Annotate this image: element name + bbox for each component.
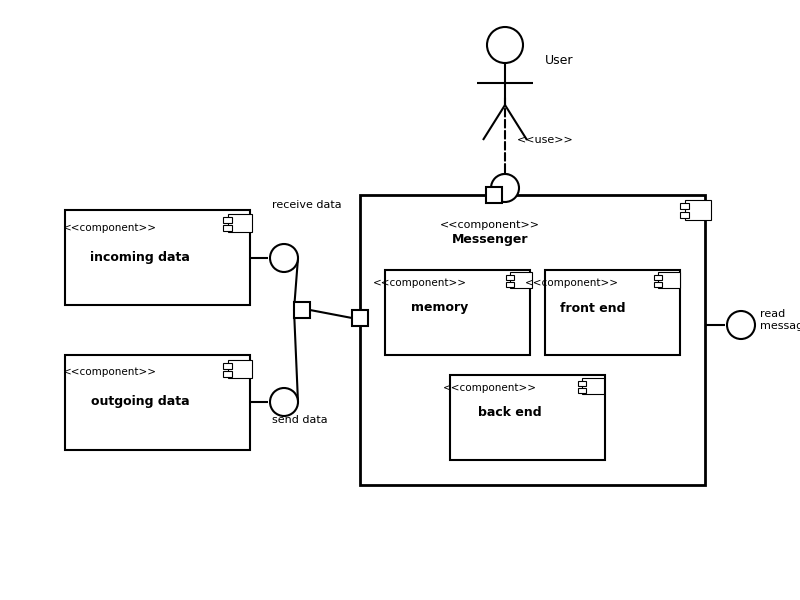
- Text: <<component>>: <<component>>: [440, 220, 540, 230]
- Bar: [679, 203, 690, 209]
- Bar: [486, 187, 502, 203]
- Bar: [223, 363, 232, 368]
- Text: <<component>>: <<component>>: [63, 367, 157, 377]
- Bar: [506, 282, 514, 287]
- Bar: [545, 270, 680, 355]
- Bar: [223, 371, 232, 377]
- Bar: [658, 272, 680, 288]
- Text: <<component>>: <<component>>: [525, 278, 619, 288]
- Bar: [223, 217, 232, 223]
- Text: <<component>>: <<component>>: [63, 223, 157, 233]
- Text: User: User: [545, 53, 574, 67]
- Bar: [360, 195, 705, 485]
- Text: front end: front end: [560, 301, 626, 314]
- Bar: [654, 282, 662, 287]
- Text: outgoing data: outgoing data: [90, 395, 190, 409]
- Text: read
messages: read messages: [760, 309, 800, 331]
- Text: send data: send data: [272, 415, 328, 425]
- Ellipse shape: [727, 311, 755, 339]
- Bar: [228, 360, 252, 378]
- Text: <<use>>: <<use>>: [517, 135, 574, 145]
- Ellipse shape: [270, 244, 298, 272]
- Text: <<component>>: <<component>>: [443, 383, 537, 393]
- Bar: [65, 355, 250, 450]
- Bar: [450, 375, 605, 460]
- Text: back end: back end: [478, 407, 542, 419]
- Bar: [578, 380, 586, 386]
- Bar: [654, 275, 662, 280]
- Bar: [294, 302, 310, 318]
- Text: Messenger: Messenger: [452, 233, 528, 247]
- Bar: [679, 212, 690, 218]
- Bar: [228, 214, 252, 232]
- Bar: [685, 200, 711, 220]
- Bar: [510, 272, 531, 288]
- Bar: [385, 270, 530, 355]
- Bar: [506, 275, 514, 280]
- Text: memory: memory: [411, 301, 469, 314]
- Bar: [65, 210, 250, 305]
- Bar: [352, 310, 368, 326]
- Bar: [582, 378, 604, 394]
- Bar: [578, 388, 586, 393]
- Ellipse shape: [491, 174, 519, 202]
- Text: incoming data: incoming data: [90, 251, 190, 265]
- Text: <<component>>: <<component>>: [373, 278, 467, 288]
- Text: receive data: receive data: [272, 200, 342, 210]
- Ellipse shape: [487, 27, 523, 63]
- Ellipse shape: [270, 388, 298, 416]
- Bar: [223, 225, 232, 230]
